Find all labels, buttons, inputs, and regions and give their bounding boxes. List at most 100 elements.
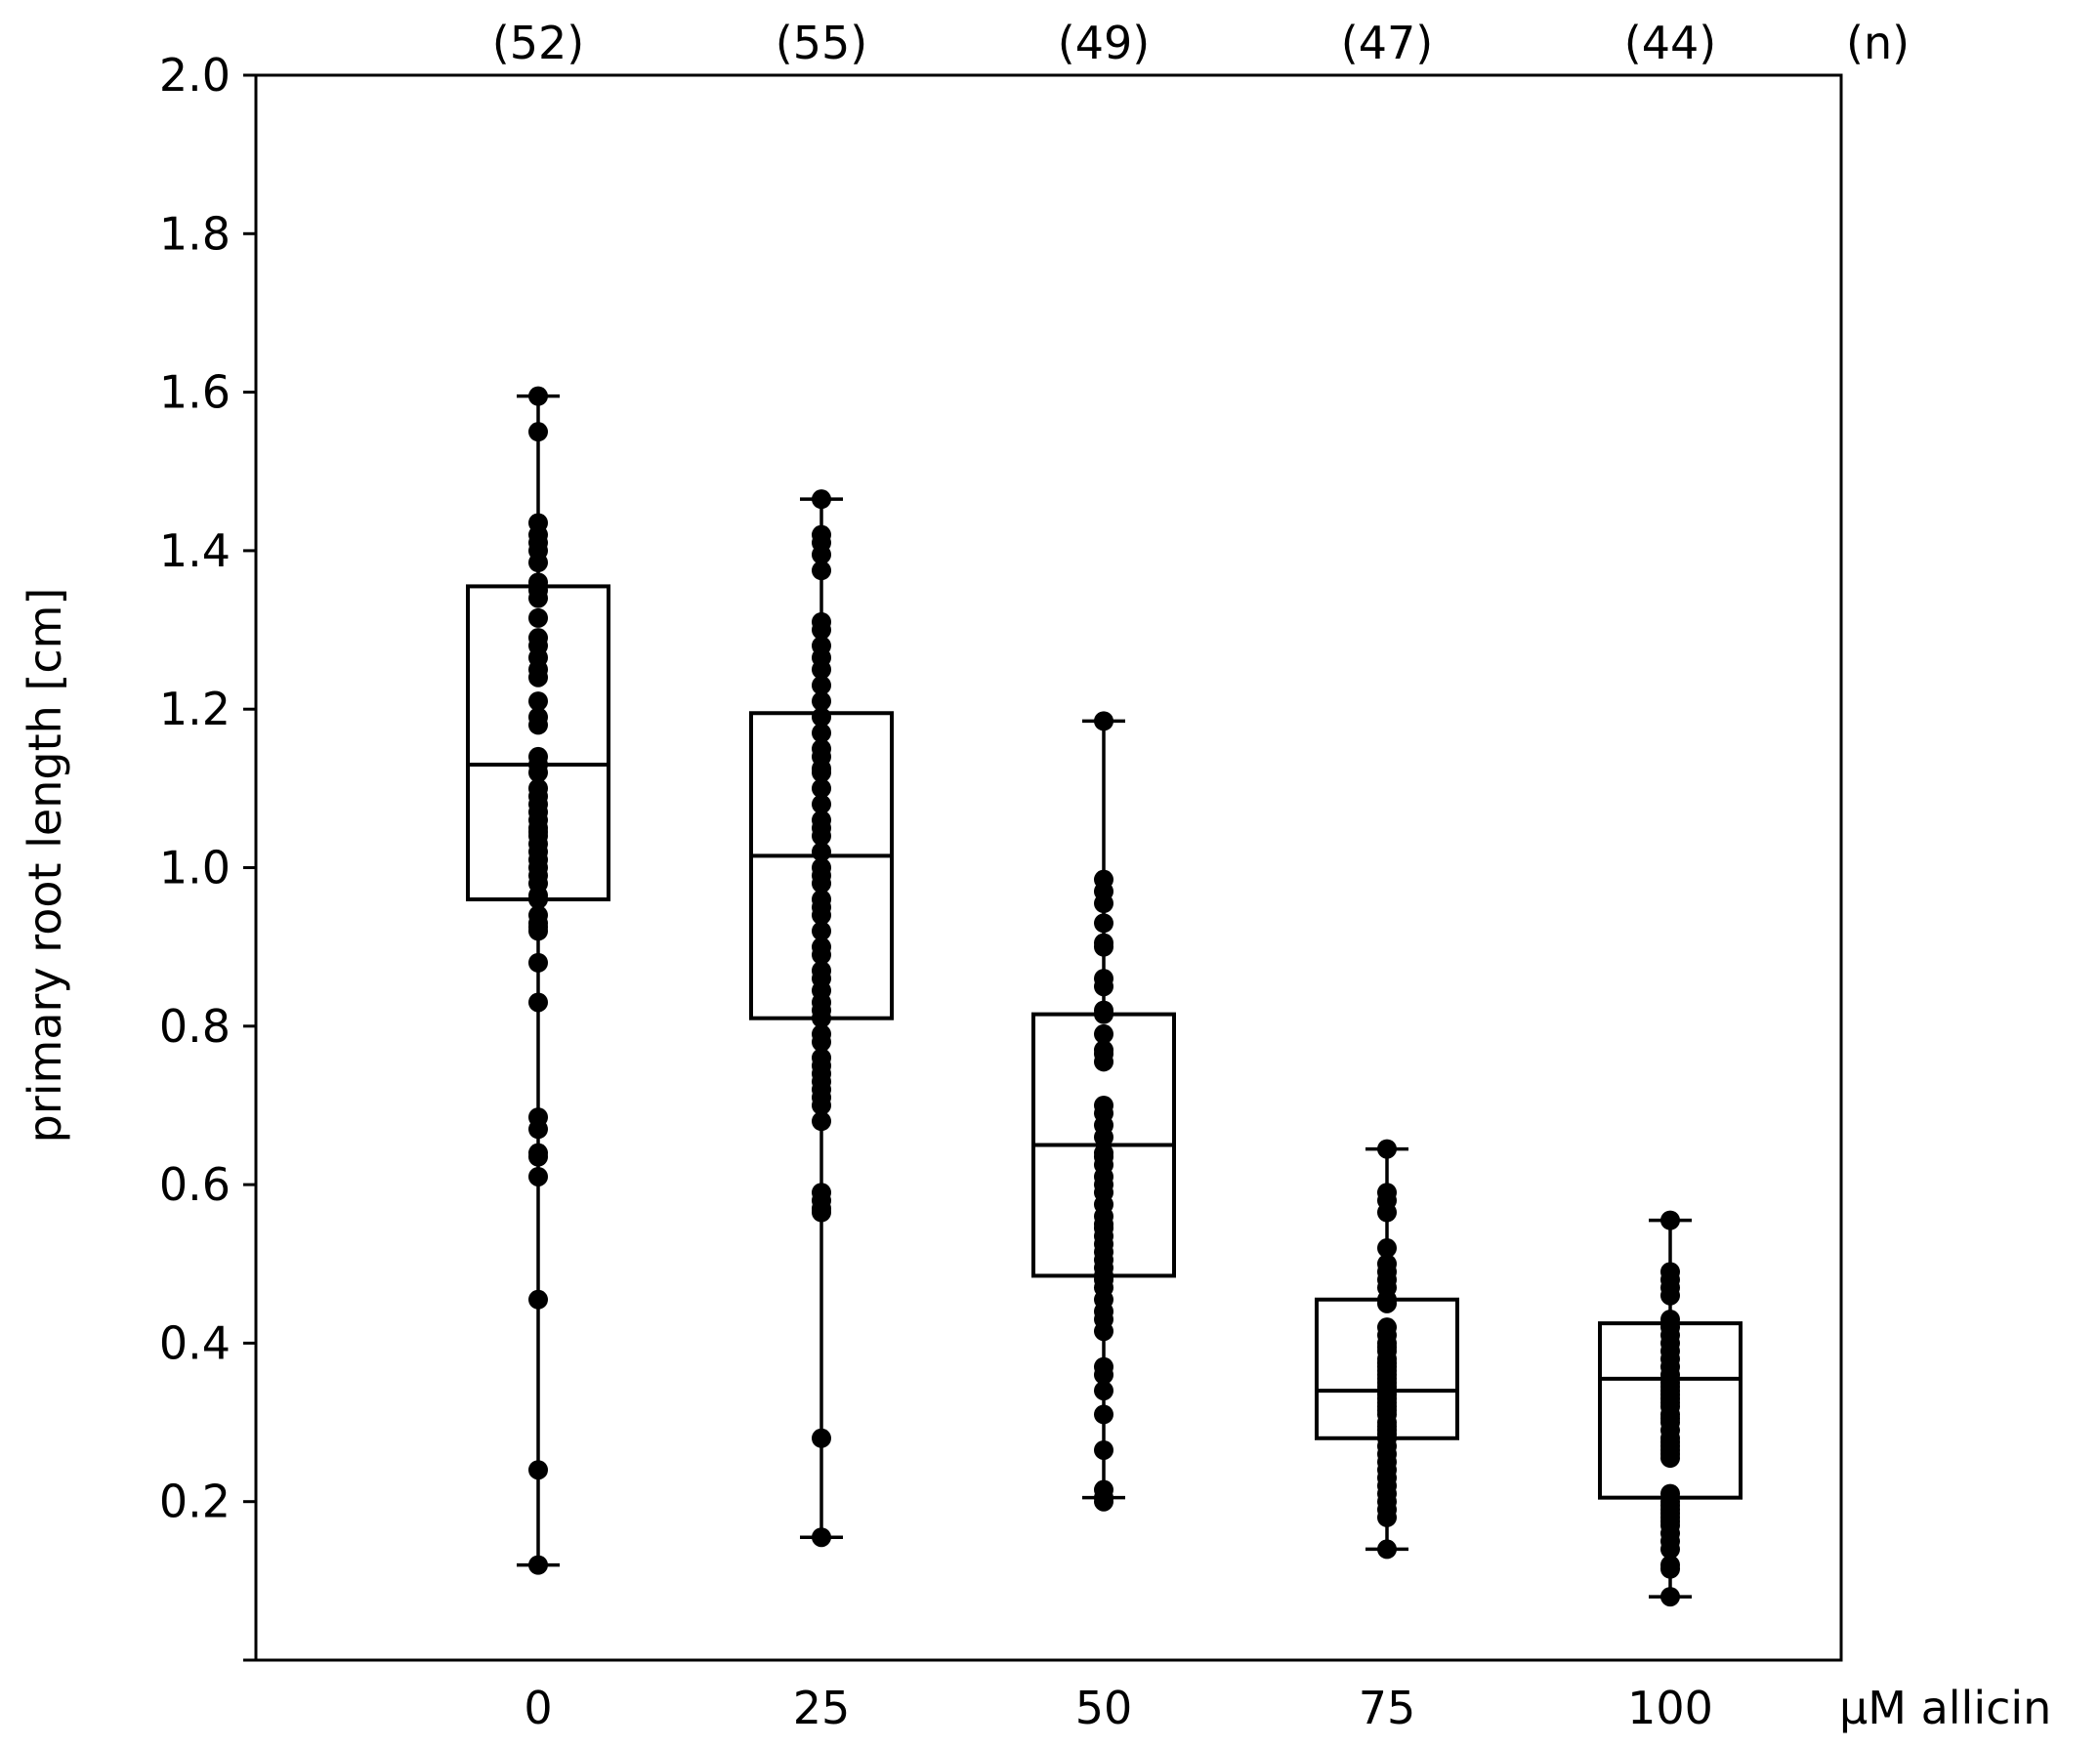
data-point <box>812 1428 831 1448</box>
data-point <box>1377 1293 1397 1313</box>
data-point <box>812 873 831 894</box>
y-tick-label: 1.8 <box>159 207 231 260</box>
data-point <box>1660 1210 1680 1230</box>
data-point <box>528 386 548 406</box>
point-layer <box>528 386 1680 1607</box>
data-point <box>1094 1206 1113 1227</box>
data-point <box>528 952 548 973</box>
y-tick-label: 0.2 <box>159 1476 231 1528</box>
data-point <box>812 1527 831 1548</box>
data-point <box>1094 913 1113 934</box>
data-point <box>1377 1507 1397 1527</box>
data-point <box>812 1008 831 1028</box>
data-point <box>1094 1146 1113 1167</box>
data-point <box>812 675 831 695</box>
data-point <box>1660 1587 1680 1607</box>
data-point <box>528 889 548 909</box>
data-point <box>1660 1408 1680 1429</box>
y-axis-ticks: 0.2 0.4 0.6 0.8 1.0 1.2 1.4 1.6 1.8 2.0 <box>159 49 256 1662</box>
data-point <box>1660 1448 1680 1469</box>
data-point <box>528 422 548 442</box>
data-point <box>812 944 831 965</box>
data-point <box>1094 1127 1113 1147</box>
data-point <box>528 921 548 941</box>
data-point <box>1660 1511 1680 1531</box>
data-point <box>812 659 831 680</box>
y-tick-label: 1.2 <box>159 683 231 735</box>
n-count-label: (52) <box>492 17 584 69</box>
data-point <box>528 1289 548 1310</box>
y-tick-label: 0.8 <box>159 1000 231 1053</box>
data-point <box>528 1166 548 1186</box>
plot-frame <box>254 73 1843 1662</box>
data-point <box>1094 1321 1113 1342</box>
n-count-label: (55) <box>776 17 867 69</box>
data-point <box>528 667 548 687</box>
x-tick-label: 0 <box>524 1682 552 1734</box>
data-point <box>1660 1393 1680 1413</box>
data-point <box>1094 977 1113 997</box>
data-point <box>1660 1285 1680 1306</box>
data-point <box>812 489 831 510</box>
x-tick-label: 25 <box>793 1682 851 1734</box>
data-point <box>528 992 548 1013</box>
data-point <box>528 1146 548 1167</box>
x-tick-label: 50 <box>1075 1682 1133 1734</box>
data-point <box>812 707 831 728</box>
data-point <box>1094 1289 1113 1310</box>
x-tick-label: 100 <box>1627 1682 1713 1734</box>
data-point <box>1377 1238 1397 1259</box>
data-point <box>1660 1559 1680 1579</box>
data-point <box>528 1460 548 1480</box>
data-point <box>528 715 548 735</box>
data-point <box>812 691 831 712</box>
data-point <box>1660 1539 1680 1560</box>
data-point <box>1094 1404 1113 1425</box>
data-point <box>1377 1202 1397 1223</box>
data-point <box>1377 1416 1397 1436</box>
data-point <box>812 759 831 779</box>
n-count-label: (47) <box>1341 17 1433 69</box>
data-point <box>1094 1004 1113 1024</box>
data-point <box>1377 1337 1397 1357</box>
data-point <box>812 561 831 581</box>
data-point <box>528 553 548 573</box>
data-point <box>812 1032 831 1053</box>
data-point <box>1094 936 1113 957</box>
data-point <box>812 723 831 743</box>
plot-area-border <box>254 73 1843 1662</box>
data-point <box>812 794 831 814</box>
data-point <box>1094 1052 1113 1072</box>
data-point <box>812 905 831 926</box>
data-point <box>528 1119 548 1140</box>
n-labels: (52) (55) (49) (47) (44) <box>492 17 1716 69</box>
data-point <box>1377 1368 1397 1389</box>
y-axis-label: primary root length [cm] <box>19 588 71 1144</box>
data-point <box>1094 1364 1113 1385</box>
data-point <box>1377 1400 1397 1421</box>
data-point <box>812 1095 831 1115</box>
y-tick-label: 1.0 <box>159 842 231 895</box>
data-point <box>1377 1353 1397 1373</box>
data-point <box>1094 711 1113 731</box>
x-axis-label: μM allicin <box>1839 1682 2051 1734</box>
data-point <box>1094 1023 1113 1044</box>
data-point <box>812 842 831 862</box>
n-header-label: (n) <box>1846 17 1910 69</box>
y-tick-label: 2.0 <box>159 49 231 102</box>
data-point <box>528 1555 548 1575</box>
data-point <box>812 1111 831 1132</box>
data-point <box>528 691 548 712</box>
data-point <box>812 544 831 564</box>
data-point <box>812 921 831 941</box>
data-point <box>1094 894 1113 914</box>
y-tick-label: 1.6 <box>159 366 231 419</box>
data-point <box>812 1202 831 1223</box>
data-point <box>812 778 831 799</box>
y-tick-label: 1.4 <box>159 524 231 577</box>
y-tick-label: 0.4 <box>159 1316 231 1369</box>
data-point <box>528 607 548 628</box>
x-tick-label: 75 <box>1359 1682 1416 1734</box>
data-point <box>1094 1491 1113 1512</box>
